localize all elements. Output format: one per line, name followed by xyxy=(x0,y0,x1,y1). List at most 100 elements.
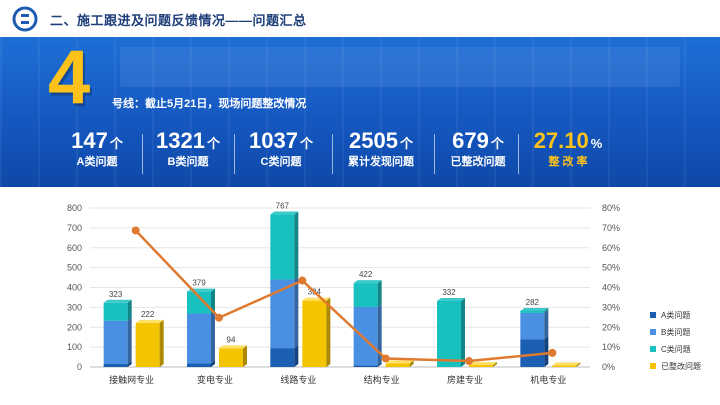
bar-segment xyxy=(187,291,211,314)
y-tick-label: 100 xyxy=(67,342,82,352)
bar-segment xyxy=(270,348,295,367)
rate-point xyxy=(465,357,473,366)
y-tick-label: 500 xyxy=(67,263,82,273)
data-label: 94 xyxy=(227,335,236,344)
rate-point xyxy=(548,348,557,357)
bar-fixed-side xyxy=(159,319,164,367)
y-tick-label: 300 xyxy=(67,302,82,312)
legend-swatch xyxy=(650,312,656,318)
data-label: 332 xyxy=(442,288,456,297)
y-tick-label: 200 xyxy=(67,322,82,332)
stat-unit: 个 xyxy=(490,136,504,151)
bar-fixed-side xyxy=(576,362,581,367)
stat-unit: 个 xyxy=(299,136,313,151)
bar-segment xyxy=(103,320,128,365)
divider xyxy=(434,134,435,174)
divider xyxy=(142,134,143,174)
y2-tick-label: 20% xyxy=(602,322,620,332)
data-label: 379 xyxy=(192,279,206,288)
stat-b-issues: 1321 个 B类问题 xyxy=(148,128,228,180)
bar-segment xyxy=(187,313,211,364)
bar-cap xyxy=(469,362,497,366)
y-tick-label: 600 xyxy=(67,243,82,253)
bar-segment-side xyxy=(127,317,132,365)
divider xyxy=(518,134,519,174)
bar-fixed-side xyxy=(326,297,331,367)
bar-segment xyxy=(520,310,545,313)
y2-tick-label: 0% xyxy=(602,362,615,372)
rate-point xyxy=(131,226,140,235)
bar-segment xyxy=(103,302,128,321)
bar-cap xyxy=(385,360,414,364)
bar-fixed xyxy=(552,365,577,367)
bar-segment xyxy=(353,283,378,307)
bar-cap xyxy=(219,345,247,349)
header-bar: 二、施工跟进及问题反馈情况——问题汇总 xyxy=(0,0,720,36)
stat-label: 已整改问题 xyxy=(450,156,506,168)
bar-cap xyxy=(353,280,382,284)
divider xyxy=(332,134,333,174)
bar-fixed xyxy=(302,300,327,367)
y2-tick-label: 30% xyxy=(602,302,620,312)
bar-cap xyxy=(552,362,581,366)
page-title: 二、施工跟进及问题反馈情况——问题汇总 xyxy=(50,13,307,28)
bar-cap xyxy=(437,298,465,302)
bar-segment-side xyxy=(211,310,215,364)
x-tick-label: 变电专业 xyxy=(197,374,233,385)
legend-swatch xyxy=(650,346,656,352)
stat-unit: 个 xyxy=(399,136,413,151)
bar-segment xyxy=(270,214,295,280)
bar-segment-side xyxy=(544,309,549,340)
bar-fixed-side xyxy=(243,345,247,367)
legend-label: A类问题 xyxy=(661,310,690,320)
summary-banner xyxy=(0,37,720,187)
x-tick-label: 机电专业 xyxy=(530,374,566,385)
legend-swatch xyxy=(650,329,656,335)
bar-segment-side xyxy=(294,276,299,349)
stat-unit: 个 xyxy=(206,136,220,151)
bar-cap xyxy=(302,297,331,301)
stat-label: 整 改 率 xyxy=(548,156,588,168)
x-tick-label: 结构专业 xyxy=(364,374,400,385)
stat-total-issues: 2505 个 累计发现问题 xyxy=(338,128,424,180)
bar-cap xyxy=(135,319,164,323)
data-label: 422 xyxy=(359,270,373,279)
bar-segment-side xyxy=(294,211,299,280)
stat-label: B类问题 xyxy=(167,156,209,168)
x-tick-label: 接触网专业 xyxy=(109,374,154,385)
y-tick-label: 400 xyxy=(67,283,82,293)
stat-unit: 个 xyxy=(109,136,123,151)
bar-fixed-side xyxy=(409,360,414,367)
stat-value: 1321 xyxy=(156,128,205,153)
bar-cap xyxy=(520,307,549,311)
y2-tick-label: 70% xyxy=(602,223,620,233)
bar-segment-side xyxy=(377,303,382,366)
bar-cap xyxy=(270,211,299,215)
stat-label: A类问题 xyxy=(76,156,118,168)
data-label: 323 xyxy=(109,290,123,299)
y2-tick-label: 60% xyxy=(602,243,620,253)
bar-segment xyxy=(520,312,545,340)
stat-c-issues: 1037 个 C类问题 xyxy=(240,128,322,180)
y2-tick-label: 80% xyxy=(602,203,620,213)
y-tick-label: 700 xyxy=(67,223,82,233)
bar-segment-side xyxy=(211,360,215,367)
bar-segment xyxy=(353,306,378,366)
stat-fixed-issues: 679 个 已整改问题 xyxy=(440,128,516,180)
bar-fixed xyxy=(219,348,243,367)
bar-segment xyxy=(353,365,378,367)
stat-value: 679 xyxy=(452,128,489,153)
bar-segment-side xyxy=(377,362,382,367)
divider xyxy=(234,134,235,174)
stat-value: 27.10 xyxy=(533,128,589,153)
data-label: 767 xyxy=(276,202,290,211)
bar-segment xyxy=(103,364,128,367)
rate-point xyxy=(298,276,307,285)
rate-point xyxy=(215,313,223,322)
data-label: 222 xyxy=(141,310,155,319)
stat-label: C类问题 xyxy=(260,156,302,168)
y2-tick-label: 10% xyxy=(602,342,620,352)
stat-unit: % xyxy=(590,136,603,151)
y2-tick-label: 50% xyxy=(602,263,620,273)
legend-label: 已整改问题 xyxy=(661,361,701,371)
